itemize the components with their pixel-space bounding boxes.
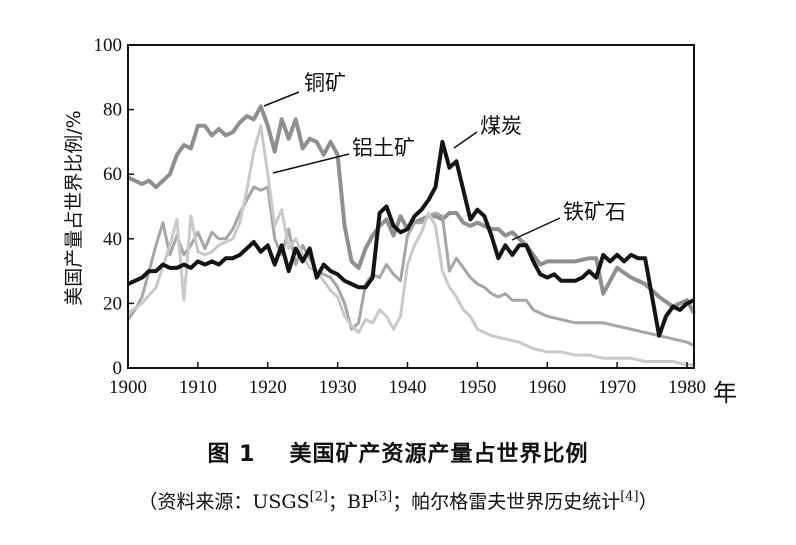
- figure-title: 美国矿产资源产量占世界比例: [289, 442, 589, 467]
- annotation-leader-coal: [453, 131, 478, 149]
- annotation-leader-iron: [511, 217, 561, 241]
- figure-number: 图 1: [207, 442, 256, 467]
- x-tick-label: 1900: [109, 377, 147, 398]
- annotation-coal: 煤炭: [480, 114, 522, 138]
- line-chart: 1900 1910 1920 1930 1940 1950 1960 1970 1980 0 20 4…: [63, 35, 737, 407]
- source-note: （资料来源：USGS[2]；BP[3]；帕尔格雷夫世界历史统计[4]）: [0, 487, 796, 514]
- source-mid-2: ；帕尔格雷夫世界历史统计: [392, 491, 621, 513]
- series-line-0: [127, 104, 696, 315]
- x-tick-label: 1980: [668, 377, 706, 398]
- source-suffix: ）: [638, 491, 658, 513]
- source-ref-usgs: [2]: [309, 489, 329, 505]
- y-axis-label: 美国产量占世界比例/%: [63, 110, 85, 305]
- source-mid-1: ；BP: [328, 491, 374, 513]
- ticks-layer: 1900 1910 1920 1930 1940 1950 1960 1970 1980 0 20 4…: [94, 35, 707, 398]
- source-ref-bp: [3]: [373, 489, 393, 505]
- annotation-leader-copper: [263, 91, 300, 107]
- annotation-leader-bauxite: [272, 153, 350, 174]
- x-tick-label: 1940: [389, 377, 427, 398]
- y-tick-label: 60: [103, 164, 122, 185]
- x-tick-label: 1920: [249, 377, 287, 398]
- figure-caption: 图 1 美国矿产资源产量占世界比例: [0, 436, 796, 468]
- annotation-copper: 铜矿: [304, 71, 346, 95]
- source-ref-palgrave: [4]: [620, 489, 639, 505]
- source-prefix: （资料来源：USGS: [138, 491, 310, 513]
- y-tick-label: 100: [94, 35, 123, 56]
- series-line-2: [127, 124, 694, 367]
- annotation-iron-ore: 铁矿石: [563, 200, 626, 224]
- series-layer: [126, 104, 696, 367]
- x-tick-label: 1970: [598, 377, 636, 398]
- series-line-3: [127, 139, 695, 338]
- y-tick-label: 20: [103, 293, 122, 314]
- annotation-bauxite: 铝土矿: [352, 136, 415, 160]
- x-tick-label: 1950: [458, 377, 496, 398]
- x-axis-unit: 年: [713, 379, 737, 407]
- y-tick-label: 40: [103, 229, 122, 250]
- x-tick-label: 1910: [179, 377, 217, 398]
- plot-frame: [127, 44, 695, 369]
- x-tick-label: 1960: [528, 377, 566, 398]
- y-tick-label: 80: [103, 100, 122, 121]
- y-tick-label: 0: [113, 358, 123, 379]
- x-tick-label: 1930: [319, 377, 357, 398]
